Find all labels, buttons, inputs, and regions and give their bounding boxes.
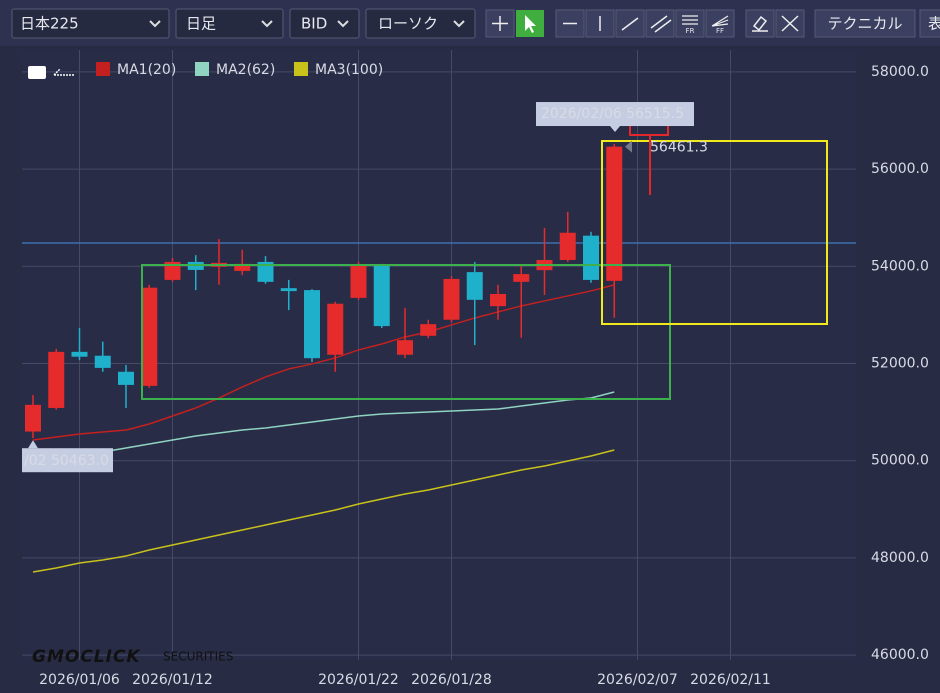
drawn-rectangle[interactable] (141, 264, 671, 400)
candle-body (94, 355, 111, 368)
annotation-pointer (625, 140, 632, 153)
symbol-select[interactable] (11, 8, 170, 39)
icon-label: FR (686, 27, 695, 35)
candle-body (327, 303, 344, 355)
y-tick-label: 46000.0 (871, 647, 929, 663)
chevron (453, 20, 465, 28)
period: 日足 (186, 15, 216, 33)
icon (682, 15, 698, 25)
icon (752, 15, 768, 32)
candle-body (397, 340, 413, 355)
annotation: 56461.3 (650, 140, 708, 156)
icon-label: FF (716, 27, 724, 35)
candle-body (373, 265, 390, 327)
x-tick-label: 2026/01/06 (39, 672, 120, 688)
x-tick-label: 2026/01/22 (318, 672, 399, 688)
candle-body (141, 287, 158, 386)
candle-body (490, 294, 506, 307)
y-tick-label: 56000.0 (871, 161, 929, 177)
icon (492, 16, 508, 31)
x-tick-label: 2026/01/28 (411, 672, 492, 688)
candle-body (350, 265, 367, 298)
x-tick-label: 2026/02/07 (597, 672, 678, 688)
y-tick-label: 58000.0 (871, 64, 929, 80)
period-select[interactable] (175, 8, 284, 39)
candle-body (466, 272, 483, 300)
candle-body (234, 263, 251, 271)
comment-icon[interactable] (28, 66, 46, 79)
y-tick-label: 52000.0 (871, 356, 929, 372)
icon (711, 15, 729, 27)
candle-body (164, 261, 181, 280)
collapse-icon[interactable] (53, 68, 74, 76)
icon (781, 15, 799, 32)
legend-swatch (294, 62, 308, 76)
price-type: BID (301, 15, 327, 33)
chevron (261, 20, 273, 28)
annotation: 2026/02/06 56515.5 (541, 106, 684, 122)
annotation-box (536, 102, 694, 127)
y-tick-label: 54000.0 (871, 258, 929, 274)
y-tick-label: 50000.0 (871, 453, 929, 469)
legend-swatch (96, 62, 110, 76)
icon (525, 15, 536, 33)
legend-swatch (195, 62, 209, 76)
technical-button[interactable] (814, 9, 916, 38)
candle-body (118, 371, 134, 385)
y-tick-label: 48000.0 (871, 550, 929, 566)
technical: テクニカル (827, 15, 902, 33)
icon (650, 15, 672, 33)
chevron (149, 20, 161, 28)
price-select[interactable] (289, 8, 360, 39)
candle-body (420, 324, 437, 336)
erase-button[interactable] (745, 9, 775, 38)
candle-body (443, 278, 460, 320)
candle-body (257, 261, 274, 282)
channel-button[interactable] (645, 9, 675, 38)
annotation-box (22, 448, 113, 473)
annotation-pointer (610, 126, 620, 133)
candle-body (280, 288, 297, 292)
more: 表 (928, 15, 940, 33)
legend-label: MA1(20) (117, 62, 176, 78)
x-tick-label: 2026/02/11 (690, 672, 771, 688)
style-select[interactable] (365, 8, 476, 39)
ma-line (32, 391, 615, 463)
candle-body (71, 351, 88, 357)
ma-line (32, 284, 615, 441)
brand-sub: SECURITIES (163, 650, 233, 664)
symbol: 日本225 (20, 15, 79, 33)
x-tick-label: 2026/01/12 (132, 672, 213, 688)
more-button[interactable] (919, 9, 940, 38)
candle-body (304, 290, 320, 359)
candle-body (606, 146, 623, 281)
candle-body (48, 351, 65, 408)
candle-body (513, 274, 530, 282)
annotation-pointer (28, 440, 38, 449)
candle-body (583, 235, 599, 280)
brand: GMOCLICK (32, 647, 141, 667)
chart-style: ローソク (378, 15, 438, 33)
trendline-button[interactable] (615, 9, 645, 38)
chevron (337, 20, 349, 28)
candle-body (559, 232, 576, 260)
legend-label: MA3(100) (315, 62, 383, 78)
annotation: /02 50463.0 (24, 453, 109, 469)
icon (621, 17, 639, 31)
drawn-rectangle[interactable] (601, 140, 828, 325)
candle-body (25, 404, 41, 432)
ma-line (32, 449, 615, 573)
legend-label: MA2(62) (216, 62, 275, 78)
